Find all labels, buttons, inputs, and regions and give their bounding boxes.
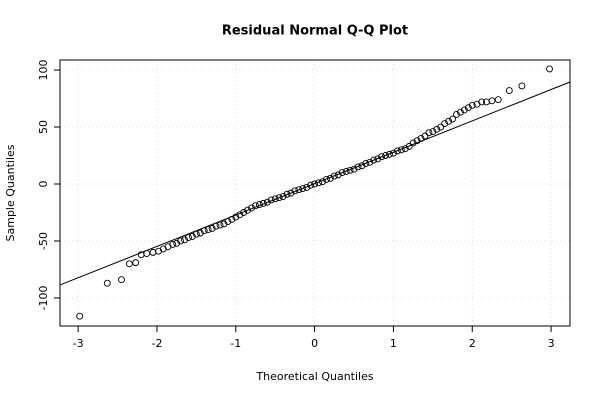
point bbox=[125, 260, 133, 268]
x-tick-label: -1 bbox=[230, 337, 241, 350]
point bbox=[342, 168, 350, 175]
point bbox=[421, 132, 429, 140]
point bbox=[271, 195, 279, 203]
point bbox=[303, 183, 311, 191]
x-tick-label: 1 bbox=[390, 337, 397, 350]
point bbox=[279, 193, 287, 200]
x-tick-label: -3 bbox=[73, 337, 84, 350]
point bbox=[518, 82, 526, 90]
point bbox=[185, 234, 192, 242]
point bbox=[494, 96, 502, 104]
point bbox=[413, 137, 421, 145]
x-tick-label: 3 bbox=[548, 337, 555, 350]
point bbox=[445, 117, 453, 125]
point bbox=[382, 152, 389, 159]
x-tick-label: 0 bbox=[311, 337, 318, 350]
point bbox=[456, 108, 464, 116]
point bbox=[488, 97, 496, 105]
point bbox=[429, 128, 437, 136]
point bbox=[169, 240, 177, 248]
point bbox=[244, 206, 252, 214]
point bbox=[181, 236, 188, 244]
point bbox=[220, 220, 228, 228]
point bbox=[386, 150, 393, 158]
point bbox=[173, 239, 181, 247]
point bbox=[393, 147, 401, 155]
point bbox=[208, 224, 216, 232]
point bbox=[118, 276, 125, 284]
point bbox=[460, 106, 468, 114]
point bbox=[437, 123, 445, 131]
y-tick-label: 100 bbox=[37, 60, 50, 81]
point bbox=[149, 248, 157, 256]
point bbox=[405, 142, 413, 150]
point bbox=[263, 198, 271, 206]
point bbox=[354, 163, 362, 171]
point bbox=[453, 111, 460, 118]
point bbox=[425, 129, 433, 137]
point bbox=[196, 229, 204, 237]
x-axis-label: Theoretical Quantiles bbox=[255, 370, 373, 383]
reference-line bbox=[59, 81, 571, 286]
point bbox=[287, 189, 295, 197]
point bbox=[291, 187, 299, 195]
point bbox=[240, 209, 248, 216]
y-tick-label: 0 bbox=[37, 180, 50, 187]
point bbox=[295, 186, 303, 194]
y-axis-label: Sample Quantiles bbox=[4, 144, 17, 241]
point bbox=[433, 125, 441, 133]
point bbox=[338, 169, 346, 177]
point bbox=[216, 221, 224, 229]
x-tick-label: 2 bbox=[469, 337, 476, 350]
point bbox=[204, 226, 212, 234]
point bbox=[311, 180, 319, 188]
point bbox=[132, 259, 140, 267]
point bbox=[307, 181, 315, 189]
y-tick-label: -50 bbox=[37, 232, 50, 250]
point bbox=[464, 104, 472, 112]
plot-frame bbox=[59, 59, 571, 327]
point bbox=[478, 98, 486, 106]
point bbox=[505, 87, 513, 94]
point bbox=[76, 312, 84, 320]
point bbox=[103, 279, 111, 287]
point bbox=[370, 156, 378, 164]
point bbox=[546, 65, 553, 73]
point bbox=[362, 160, 370, 167]
point bbox=[378, 153, 386, 161]
y-tick-label: 50 bbox=[37, 120, 50, 134]
point bbox=[330, 172, 338, 180]
chart-title: Residual Normal Q-Q Plot bbox=[222, 24, 408, 39]
x-tick-label: -2 bbox=[151, 337, 162, 350]
point bbox=[299, 185, 307, 193]
point bbox=[334, 171, 342, 179]
point bbox=[468, 101, 476, 109]
y-tick-label: -100 bbox=[37, 285, 50, 310]
point bbox=[232, 213, 240, 221]
point bbox=[275, 194, 283, 202]
point bbox=[283, 190, 291, 198]
point bbox=[322, 175, 330, 183]
point bbox=[188, 232, 196, 240]
point bbox=[177, 237, 185, 245]
point bbox=[449, 115, 457, 123]
point bbox=[441, 120, 449, 128]
point bbox=[374, 155, 382, 163]
